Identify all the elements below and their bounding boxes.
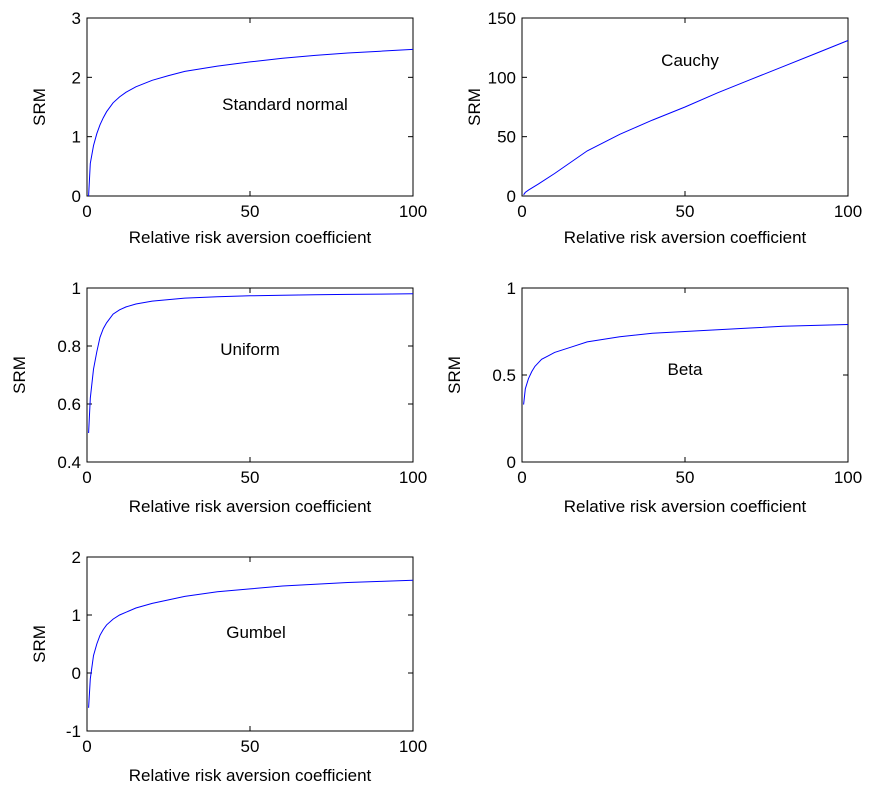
y-axis-label: SRM bbox=[10, 356, 29, 394]
y-axis-label: SRM bbox=[30, 88, 49, 126]
x-axis-label: Relative risk aversion coefficient bbox=[129, 766, 372, 785]
y-tick-label: 1 bbox=[507, 279, 516, 298]
x-tick-label: 100 bbox=[399, 202, 427, 221]
x-tick-label: 50 bbox=[241, 468, 260, 487]
distribution-annotation: Beta bbox=[668, 360, 704, 379]
y-tick-label: 0 bbox=[72, 664, 81, 683]
x-tick-label: 50 bbox=[676, 468, 695, 487]
y-tick-label: 100 bbox=[488, 68, 516, 87]
x-tick-label: 50 bbox=[241, 202, 260, 221]
series-line bbox=[88, 293, 414, 434]
axes-frame bbox=[521, 287, 849, 463]
y-tick-label: 1 bbox=[72, 606, 81, 625]
x-tick-label: 0 bbox=[82, 737, 91, 756]
subplot-2: 0 50 100 0 50 100 150 Cauchy Relative risk avers… bbox=[465, 9, 862, 247]
subplot-3: 0 50 100 0.4 0.6 0.8 1 Uniform Relative risk ave… bbox=[10, 279, 427, 516]
y-tick-label: 2 bbox=[72, 548, 81, 567]
y-tick-label: 3 bbox=[72, 9, 81, 28]
x-axis-label: Relative risk aversion coefficient bbox=[129, 497, 372, 516]
series-line bbox=[88, 48, 414, 197]
y-axis-label: SRM bbox=[445, 356, 464, 394]
y-tick-label: 1 bbox=[72, 279, 81, 298]
y-tick-label: 0.8 bbox=[57, 337, 81, 356]
subplot-4: 0 50 100 0 0.5 1 Beta Relative risk aversion co… bbox=[445, 279, 862, 516]
y-tick-label: 2 bbox=[72, 68, 81, 87]
distribution-annotation: Gumbel bbox=[226, 623, 286, 642]
x-tick-label: 100 bbox=[834, 202, 862, 221]
y-tick-label: 0.5 bbox=[492, 366, 516, 385]
x-tick-label: 100 bbox=[834, 468, 862, 487]
y-tick-label: 1 bbox=[72, 128, 81, 147]
x-axis-label: Relative risk aversion coefficient bbox=[564, 228, 807, 247]
x-tick-label: 50 bbox=[241, 737, 260, 756]
y-tick-label: -1 bbox=[66, 722, 81, 741]
x-tick-label: 0 bbox=[517, 468, 526, 487]
series-line bbox=[523, 324, 849, 405]
y-tick-label: 0.6 bbox=[57, 395, 81, 414]
x-tick-label: 100 bbox=[399, 737, 427, 756]
y-tick-label: 50 bbox=[497, 128, 516, 147]
axes-frame bbox=[86, 17, 414, 197]
distribution-annotation: Uniform bbox=[220, 340, 280, 359]
y-tick-label: 0 bbox=[507, 187, 516, 206]
distribution-annotation: Cauchy bbox=[661, 51, 719, 70]
distribution-annotation: Standard normal bbox=[222, 95, 348, 114]
x-tick-label: 0 bbox=[82, 468, 91, 487]
y-tick-label: 0 bbox=[507, 453, 516, 472]
x-tick-label: 0 bbox=[517, 202, 526, 221]
y-tick-label: 0 bbox=[72, 187, 81, 206]
x-axis-label: Relative risk aversion coefficient bbox=[564, 497, 807, 516]
y-tick-label: 0.4 bbox=[57, 453, 81, 472]
x-tick-label: 100 bbox=[399, 468, 427, 487]
axes-frame bbox=[86, 556, 414, 732]
x-tick-label: 0 bbox=[82, 202, 91, 221]
series-line bbox=[523, 40, 849, 196]
x-axis-label: Relative risk aversion coefficient bbox=[129, 228, 372, 247]
y-tick-label: 150 bbox=[488, 9, 516, 28]
y-axis-label: SRM bbox=[465, 88, 484, 126]
y-axis-label: SRM bbox=[30, 625, 49, 663]
series-line bbox=[88, 579, 414, 708]
axes-frame bbox=[86, 287, 414, 463]
subplot-1: 0 50 100 0 1 2 3 Standard normal Relative risk a… bbox=[30, 9, 427, 247]
x-tick-label: 50 bbox=[676, 202, 695, 221]
